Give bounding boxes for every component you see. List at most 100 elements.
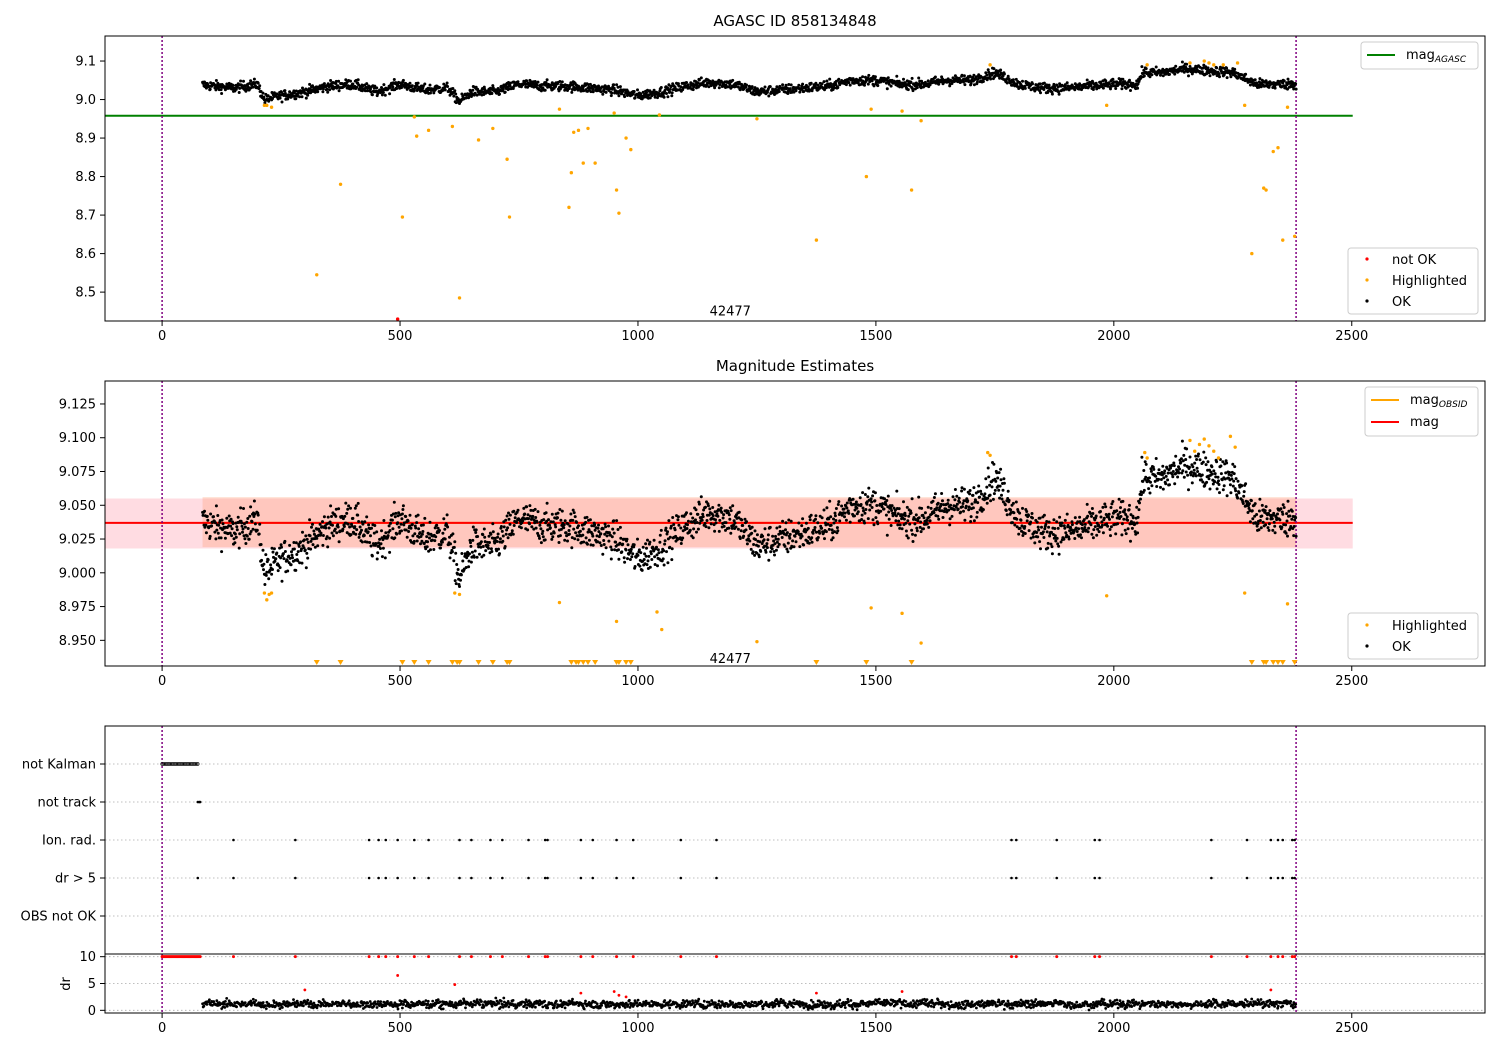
ok-point: [241, 530, 244, 534]
flag-point: [1093, 838, 1097, 842]
ok-point: [220, 518, 224, 522]
ok-point: [992, 492, 996, 496]
ok-point: [1264, 523, 1268, 527]
ok-point: [714, 521, 718, 525]
ok-point: [1285, 519, 1289, 523]
highlighted-point: [1250, 251, 1254, 256]
ok-point: [1213, 472, 1217, 476]
highlighted-point: [400, 215, 405, 219]
ok-point: [707, 85, 711, 89]
highlighted-point: [505, 157, 509, 161]
ok-point: [1280, 525, 1284, 529]
ok-point: [532, 518, 536, 522]
ok-point: [1073, 88, 1077, 92]
ok-point: [382, 83, 386, 87]
not-ok-points: [395, 317, 400, 321]
ok-point: [1201, 460, 1205, 464]
ok-point: [688, 528, 692, 532]
ok-point: [1221, 460, 1225, 464]
ok-point: [1038, 540, 1042, 544]
ok-point: [262, 562, 266, 566]
ok-point: [905, 534, 909, 538]
ok-point: [844, 518, 848, 522]
ok-point: [1052, 82, 1056, 86]
ok-point: [1259, 526, 1263, 530]
ok-point: [962, 487, 966, 491]
ok-point: [1279, 507, 1283, 511]
ok-point: [1136, 82, 1140, 86]
ok-point: [827, 517, 831, 521]
ok-point: [858, 496, 862, 500]
ok-point: [562, 526, 566, 530]
ok-point: [570, 536, 574, 540]
ok-point: [507, 511, 510, 515]
ok-point: [1000, 497, 1004, 501]
ok-point: [261, 91, 265, 95]
ok-point: [1090, 507, 1094, 510]
ok-point: [1190, 481, 1194, 485]
flag-point: [377, 876, 380, 880]
ok-point: [1015, 517, 1019, 521]
highlighted-point: [315, 273, 319, 277]
ok-point: [663, 88, 667, 92]
ok-point: [694, 508, 698, 512]
ok-point: [1047, 520, 1051, 524]
ok-point: [383, 93, 387, 97]
ok-point: [319, 531, 323, 535]
ok-point: [1135, 79, 1139, 83]
legend-points: not OK Highlighted OK: [1347, 247, 1479, 315]
ok-point: [1057, 90, 1061, 94]
ok-point: [301, 86, 304, 90]
clipped-low-markers: [313, 660, 1298, 665]
flag-point: [194, 762, 199, 766]
ok-point: [814, 517, 817, 521]
ok-point: [987, 70, 991, 74]
ok-point: [894, 519, 898, 523]
flag-point: [679, 876, 683, 880]
ok-point: [902, 517, 906, 521]
ok-point: [977, 484, 981, 488]
ok-point: [695, 521, 699, 524]
ok-point: [1185, 62, 1189, 66]
ok-point: [446, 85, 450, 88]
ok-point: [298, 95, 302, 99]
ok-point: [754, 538, 757, 541]
ok-point: [1124, 532, 1128, 536]
highlighted-point: [1264, 188, 1268, 192]
ok-point: [1286, 77, 1290, 81]
ok-point: [532, 527, 536, 531]
flag-point: [546, 876, 549, 880]
y-tick-label: 9.075: [59, 465, 96, 480]
ok-point: [309, 539, 313, 543]
ok-point: [1085, 78, 1089, 82]
ok-point: [1218, 491, 1221, 495]
y-tick-label: 8.975: [59, 600, 96, 615]
ok-point: [830, 528, 834, 532]
ok-point: [1237, 491, 1241, 495]
ok-point: [713, 86, 717, 90]
ok-point: [253, 522, 257, 526]
ok-point: [788, 87, 792, 91]
ok-point: [1091, 512, 1095, 515]
ok-point: [1204, 463, 1208, 467]
ok-point: [1021, 534, 1025, 537]
ok-point: [439, 546, 442, 550]
ok-point: [963, 518, 967, 522]
ok-point: [603, 532, 607, 536]
ok-point: [464, 566, 468, 569]
highlighted-point: [581, 161, 585, 165]
ok-point: [496, 535, 500, 539]
ok-point: [804, 521, 808, 525]
ok-point: [365, 515, 369, 519]
highlighted-point: [864, 174, 869, 179]
ok-point: [1073, 537, 1077, 540]
ok-point: [975, 515, 979, 519]
ok-point: [316, 90, 320, 94]
ok-point: [942, 510, 946, 513]
highlighted-point: [453, 591, 457, 595]
x-tick-label: 1000: [621, 674, 654, 689]
ok-point: [301, 530, 304, 534]
highlighted-point: [265, 598, 269, 602]
ok-point: [1095, 533, 1099, 537]
ok-point: [586, 542, 589, 546]
